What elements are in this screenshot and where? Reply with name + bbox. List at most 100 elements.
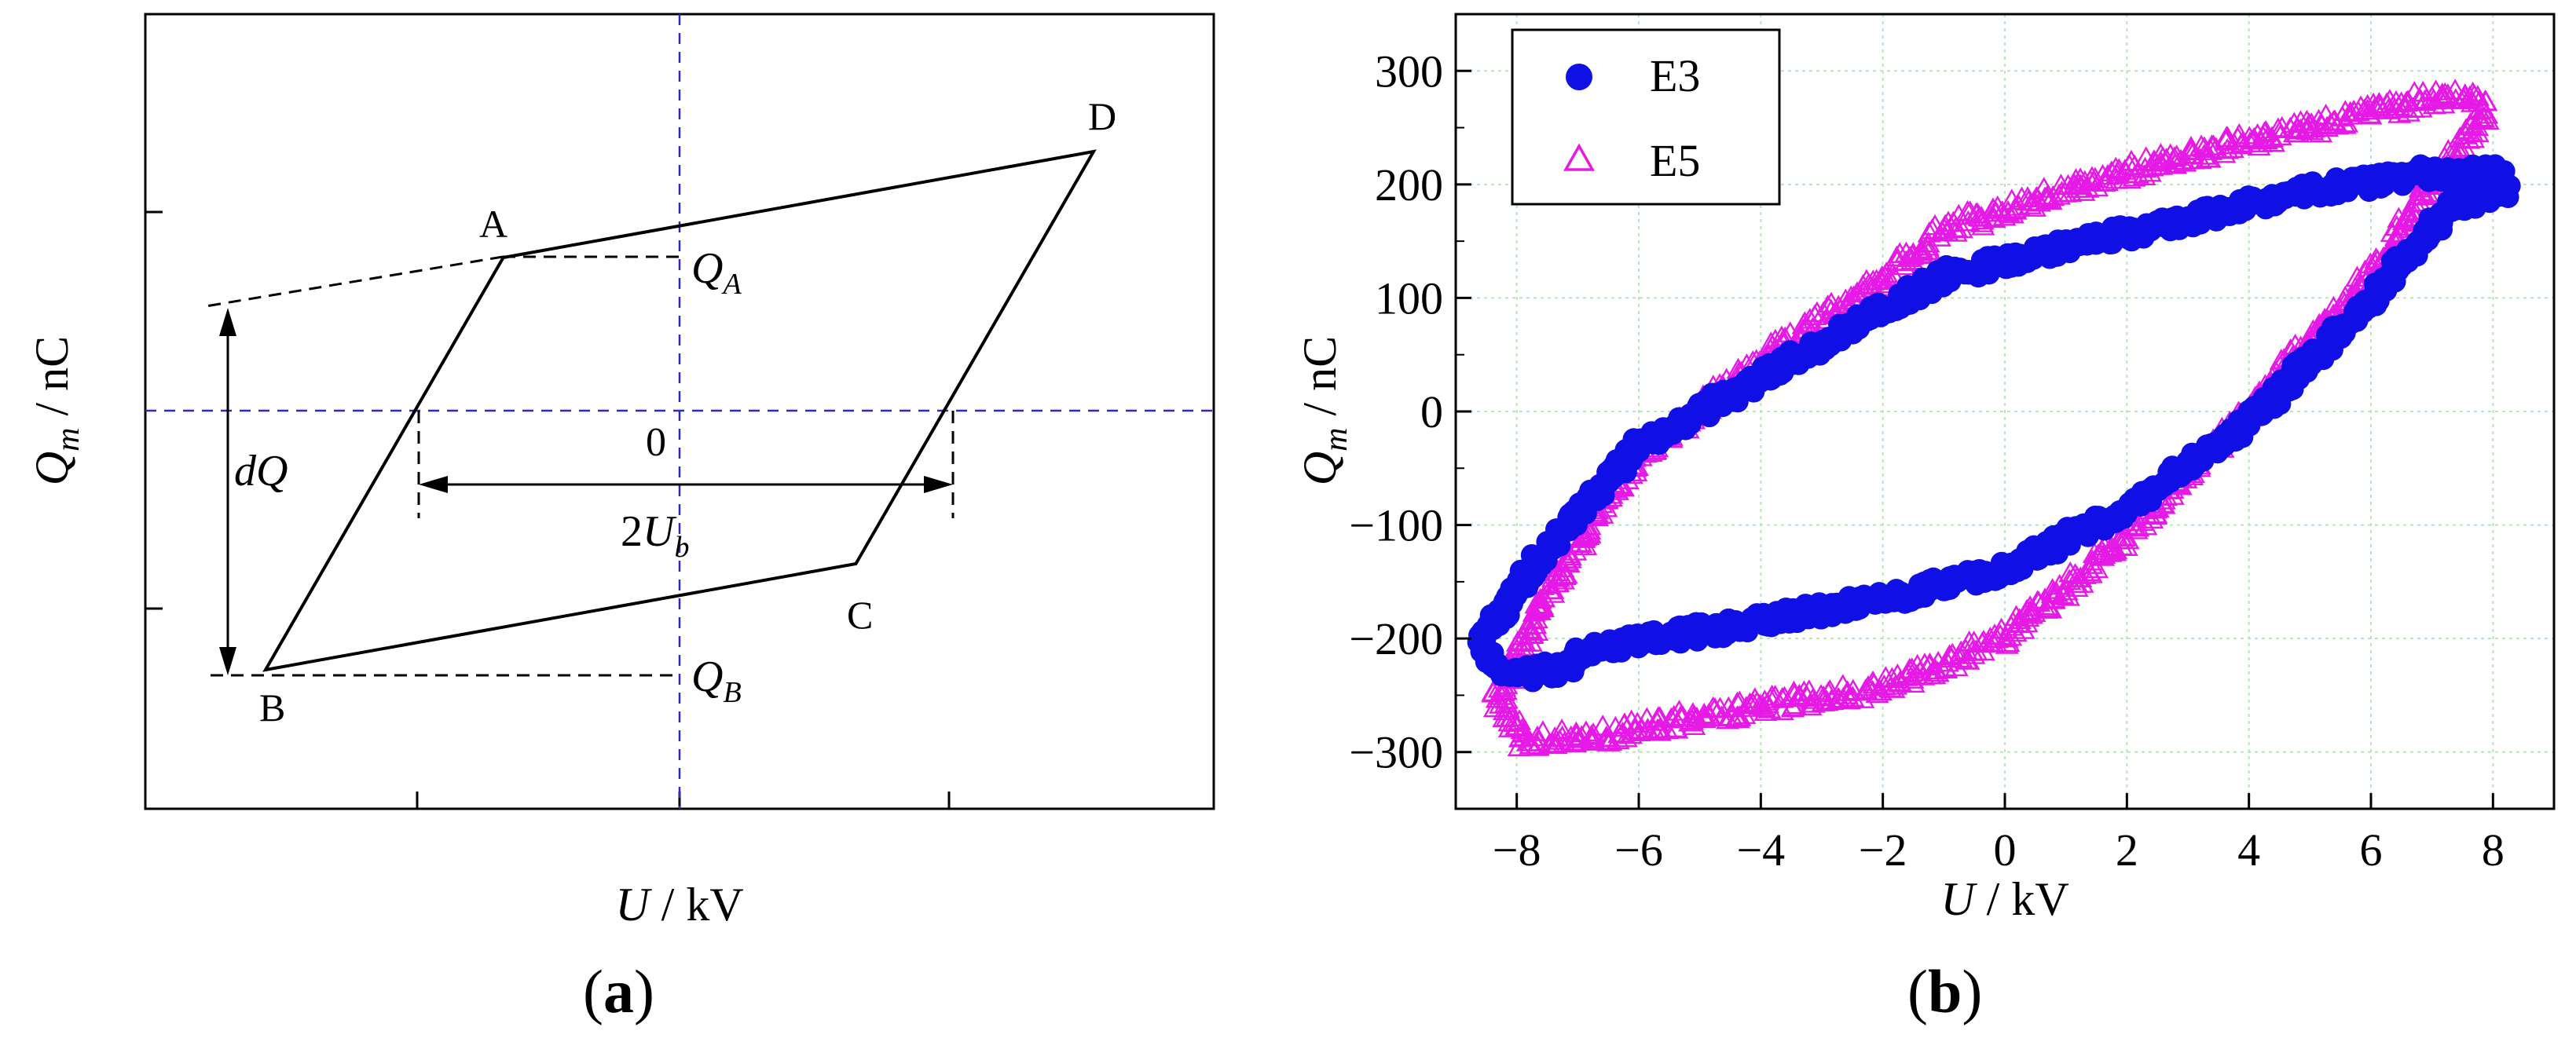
vertex-label-b: B [259, 686, 285, 729]
e5-point [2072, 563, 2097, 584]
ytick-label: 200 [1375, 159, 1443, 210]
e5-point [1995, 626, 2019, 648]
lissajous-parallelogram [262, 149, 1097, 672]
xtick-label: 6 [2360, 824, 2383, 876]
legend: E3 E5 [1511, 28, 1781, 206]
e5-point [2242, 126, 2266, 148]
e5-point [1982, 207, 2006, 229]
e5-point [1936, 210, 1961, 232]
e5-point [2270, 115, 2294, 137]
panel-a-label: (a) [583, 957, 654, 1026]
e5-point [1892, 254, 1916, 276]
e5-point [1563, 539, 1588, 561]
panel-a-diagram: A D C B 0 QA QB dQ 2Ub U / kV Qm / nC [26, 13, 1215, 931]
e5-point [2453, 83, 2477, 104]
ub-label: 2Ub [621, 507, 689, 564]
origin-label: 0 [646, 420, 666, 465]
e5-point [1717, 696, 1741, 718]
e5-point [1519, 618, 1544, 640]
e5-point [2039, 188, 2063, 210]
e5-point [2215, 126, 2239, 148]
e5-point [1613, 712, 1637, 734]
series-e3 [1467, 154, 2521, 693]
e5-point [2204, 137, 2228, 159]
e5-point [1984, 200, 2008, 222]
e5-point [2465, 121, 2490, 143]
e5-point [1854, 678, 1878, 700]
e5-point [2016, 605, 2040, 627]
e5-point [1625, 711, 1650, 733]
e5-point [2058, 561, 2083, 583]
xtick-label: −2 [1859, 824, 1907, 876]
e5-point [1724, 706, 1749, 728]
e5-point [1525, 725, 1549, 747]
legend-frame [1511, 28, 1781, 206]
e5-point [1922, 663, 1947, 685]
e5-point [2367, 94, 2391, 116]
e5-point [1525, 620, 1549, 641]
e5-point [1487, 676, 1512, 698]
xtick-label: 8 [2482, 824, 2505, 876]
e5-point [1830, 674, 1855, 695]
e5-point [1964, 202, 1988, 224]
e5-point [1697, 702, 1721, 724]
e5-point [2140, 155, 2164, 177]
e5-point [2398, 205, 2423, 227]
e5-point [2040, 578, 2065, 599]
e5-point [1870, 265, 1894, 287]
ub-arrowhead-left [419, 476, 448, 493]
e5-point [2088, 543, 2112, 565]
e5-point [1801, 692, 1827, 713]
e5-point [1962, 643, 1986, 664]
e5-point [1791, 313, 1816, 335]
e5-point [2215, 128, 2239, 150]
e5-point [2420, 181, 2444, 203]
panel-b-label: (b) [1907, 957, 1983, 1026]
e5-point [1770, 699, 1794, 720]
e5-point [2346, 272, 2370, 293]
e5-point [2049, 174, 2073, 195]
ytick-label: −300 [1349, 727, 1443, 778]
e5-point [2154, 148, 2178, 169]
e5-point [1900, 667, 1925, 689]
e5-point [2409, 88, 2433, 110]
e5-point [2387, 102, 2412, 123]
legend-marker-e5 [1563, 143, 1596, 171]
panel-a-xlabel: U / kV [615, 879, 743, 931]
guide-extension-top [205, 255, 504, 308]
xtick-label: 0 [1994, 824, 2017, 876]
panel-b-scatter: −8 −6 −4 −2 0 2 4 6 8 300 200 100 0 −100 −200 −300 E3 E… [1294, 13, 2556, 925]
e5-point [1543, 733, 1567, 754]
e5-point [1841, 678, 1865, 700]
e5-point [1885, 245, 1909, 267]
panel-b-xlabel: U / kV [1940, 873, 2068, 925]
e5-point [1526, 730, 1551, 751]
e5-point [2376, 98, 2401, 119]
e5-point [2430, 82, 2454, 104]
e5-point [2460, 120, 2484, 141]
e5-point [2104, 538, 2128, 560]
e5-point [1905, 653, 1929, 675]
ytick-label: 100 [1375, 272, 1443, 324]
e5-point [2018, 193, 2043, 214]
vertex-label-a: A [479, 202, 508, 246]
legend-label-e5: E5 [1650, 135, 1700, 186]
ytick-label: −100 [1349, 500, 1443, 551]
e5-point [2164, 144, 2189, 166]
e5-point [2461, 81, 2485, 103]
panel-b-ticks: −8 −6 −4 −2 0 2 4 6 8 300 200 100 0 −100 −200 −300 [1349, 13, 2505, 876]
e5-point [2054, 579, 2079, 601]
e5-point [1867, 679, 1892, 700]
e5-point [1926, 660, 1950, 682]
e5-point [1619, 709, 1643, 731]
panel-b-ylabel: Qm / nC [1294, 336, 1354, 485]
e5-point [1505, 631, 1530, 652]
e5-point [1757, 697, 1782, 718]
qa-label: QA [691, 244, 742, 301]
vertex-label-c: C [847, 593, 873, 637]
e5-point [2322, 109, 2347, 130]
e5-point [2443, 79, 2468, 100]
xtick-label: 4 [2237, 824, 2260, 876]
e5-point [1839, 285, 1863, 307]
e5-point [1758, 687, 1783, 708]
